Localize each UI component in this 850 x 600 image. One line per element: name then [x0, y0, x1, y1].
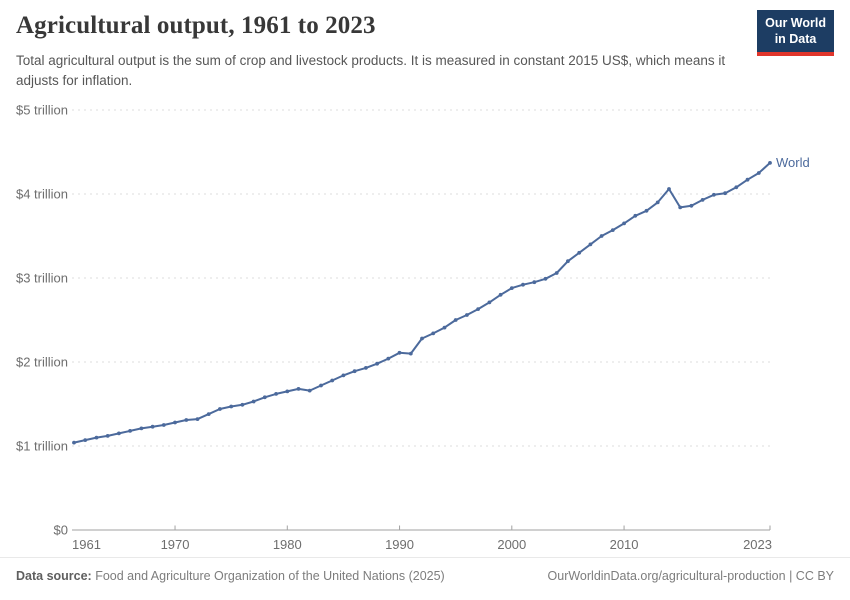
owid-logo[interactable]: Our World in Data [757, 10, 834, 56]
data-point-marker[interactable] [150, 424, 155, 429]
series-label-world[interactable]: World [776, 154, 810, 170]
data-point-marker[interactable] [330, 378, 335, 383]
data-point-marker[interactable] [173, 420, 177, 425]
data-point-marker[interactable] [655, 200, 660, 205]
chart-footer: Data source: Food and Agriculture Organi… [0, 557, 850, 583]
page-subtitle: Total agricultural output is the sum of … [16, 53, 726, 88]
data-point-marker[interactable] [240, 402, 245, 407]
data-point-marker[interactable] [364, 366, 368, 370]
data-point-marker[interactable] [442, 325, 447, 330]
data-point-marker[interactable] [622, 221, 626, 226]
data-point-marker[interactable] [465, 313, 469, 317]
x-axis-tick-label: 2000 [497, 537, 526, 552]
data-point-marker[interactable] [352, 369, 357, 374]
data-point-marker[interactable] [397, 350, 402, 355]
data-point-marker[interactable] [161, 423, 166, 427]
data-point-marker[interactable] [408, 351, 413, 356]
data-point-marker[interactable] [678, 205, 683, 210]
data-point-marker[interactable] [83, 438, 88, 442]
data-point-marker[interactable] [554, 271, 559, 275]
data-point-marker[interactable] [128, 429, 133, 433]
data-point-marker[interactable] [577, 250, 582, 255]
world-series-line[interactable] [73, 161, 771, 444]
data-point-marker[interactable] [667, 187, 671, 191]
data-source-text: Data source: Food and Agriculture Organi… [16, 569, 445, 583]
data-point-marker[interactable] [386, 356, 391, 361]
data-point-marker[interactable] [375, 361, 379, 366]
data-point-marker[interactable] [218, 407, 222, 411]
data-point-marker[interactable] [599, 234, 604, 238]
data-point-marker[interactable] [296, 387, 301, 391]
data-point-marker[interactable] [633, 213, 638, 218]
owid-article-link[interactable]: OurWorldinData.org/agricultural-producti… [547, 569, 786, 583]
data-point-marker[interactable] [206, 412, 211, 416]
data-point-marker[interactable] [251, 399, 256, 404]
data-source-label: Data source: [16, 569, 92, 583]
data-point-marker[interactable] [453, 318, 458, 322]
data-point-marker[interactable] [644, 208, 649, 213]
data-point-marker[interactable] [532, 280, 537, 285]
data-point-marker[interactable] [745, 177, 750, 182]
data-point-marker[interactable] [319, 383, 323, 388]
data-point-marker[interactable] [543, 276, 548, 281]
x-axis-tick-label: 1970 [161, 537, 190, 552]
x-axis-tick-label: 2023 [743, 537, 772, 552]
data-point-marker[interactable] [756, 171, 761, 175]
data-point-marker[interactable] [689, 203, 694, 208]
footer-right: OurWorldinData.org/agricultural-producti… [548, 569, 834, 583]
data-point-marker[interactable] [341, 373, 346, 378]
license-text: | CC BY [785, 569, 834, 583]
data-point-marker[interactable] [195, 417, 200, 421]
data-point-marker[interactable] [734, 185, 739, 190]
data-point-marker[interactable] [94, 435, 99, 440]
data-point-marker[interactable] [307, 388, 312, 393]
data-point-marker[interactable] [487, 300, 492, 305]
data-point-marker[interactable] [509, 286, 514, 290]
data-point-marker[interactable] [420, 336, 424, 341]
data-point-marker[interactable] [285, 389, 290, 394]
data-point-marker[interactable] [262, 395, 267, 400]
data-point-marker[interactable] [700, 198, 705, 202]
data-point-marker[interactable] [610, 228, 615, 233]
x-axis-tick-label: 2010 [610, 537, 639, 552]
data-point-marker[interactable] [431, 331, 436, 336]
data-point-marker[interactable] [723, 191, 727, 196]
data-point-marker[interactable] [498, 292, 503, 297]
data-point-marker[interactable] [521, 282, 525, 287]
x-axis-tick-label: 1980 [273, 537, 302, 552]
owid-logo-line1: Our World [765, 16, 826, 30]
y-axis-tick-label: $5 trillion [16, 103, 68, 118]
data-source-value: Food and Agriculture Organization of the… [91, 569, 445, 583]
data-point-marker[interactable] [72, 440, 76, 445]
data-point-marker[interactable] [712, 192, 716, 197]
data-point-marker[interactable] [229, 404, 234, 409]
data-point-marker[interactable] [566, 259, 570, 264]
data-point-marker[interactable] [184, 418, 189, 422]
x-axis-tick-label: 1990 [385, 537, 414, 552]
x-axis-tick-label: 1961 [72, 537, 101, 552]
y-axis-tick-label: $1 trillion [16, 439, 68, 454]
y-axis-tick-label: $3 trillion [16, 271, 68, 286]
data-point-marker[interactable] [588, 242, 593, 247]
y-axis-tick-label: $2 trillion [16, 355, 68, 370]
data-point-marker[interactable] [476, 307, 480, 311]
y-axis-tick-label: $4 trillion [16, 187, 68, 202]
data-point-marker[interactable] [105, 434, 110, 438]
data-point-marker[interactable] [139, 426, 144, 431]
data-point-marker[interactable] [274, 392, 278, 396]
owid-logo-line2: in Data [774, 32, 817, 47]
page-title: Agricultural output, 1961 to 2023 [16, 12, 376, 39]
data-point-marker[interactable] [768, 161, 772, 165]
data-point-marker[interactable] [117, 431, 121, 436]
y-axis-tick-label: $0 [54, 523, 68, 538]
